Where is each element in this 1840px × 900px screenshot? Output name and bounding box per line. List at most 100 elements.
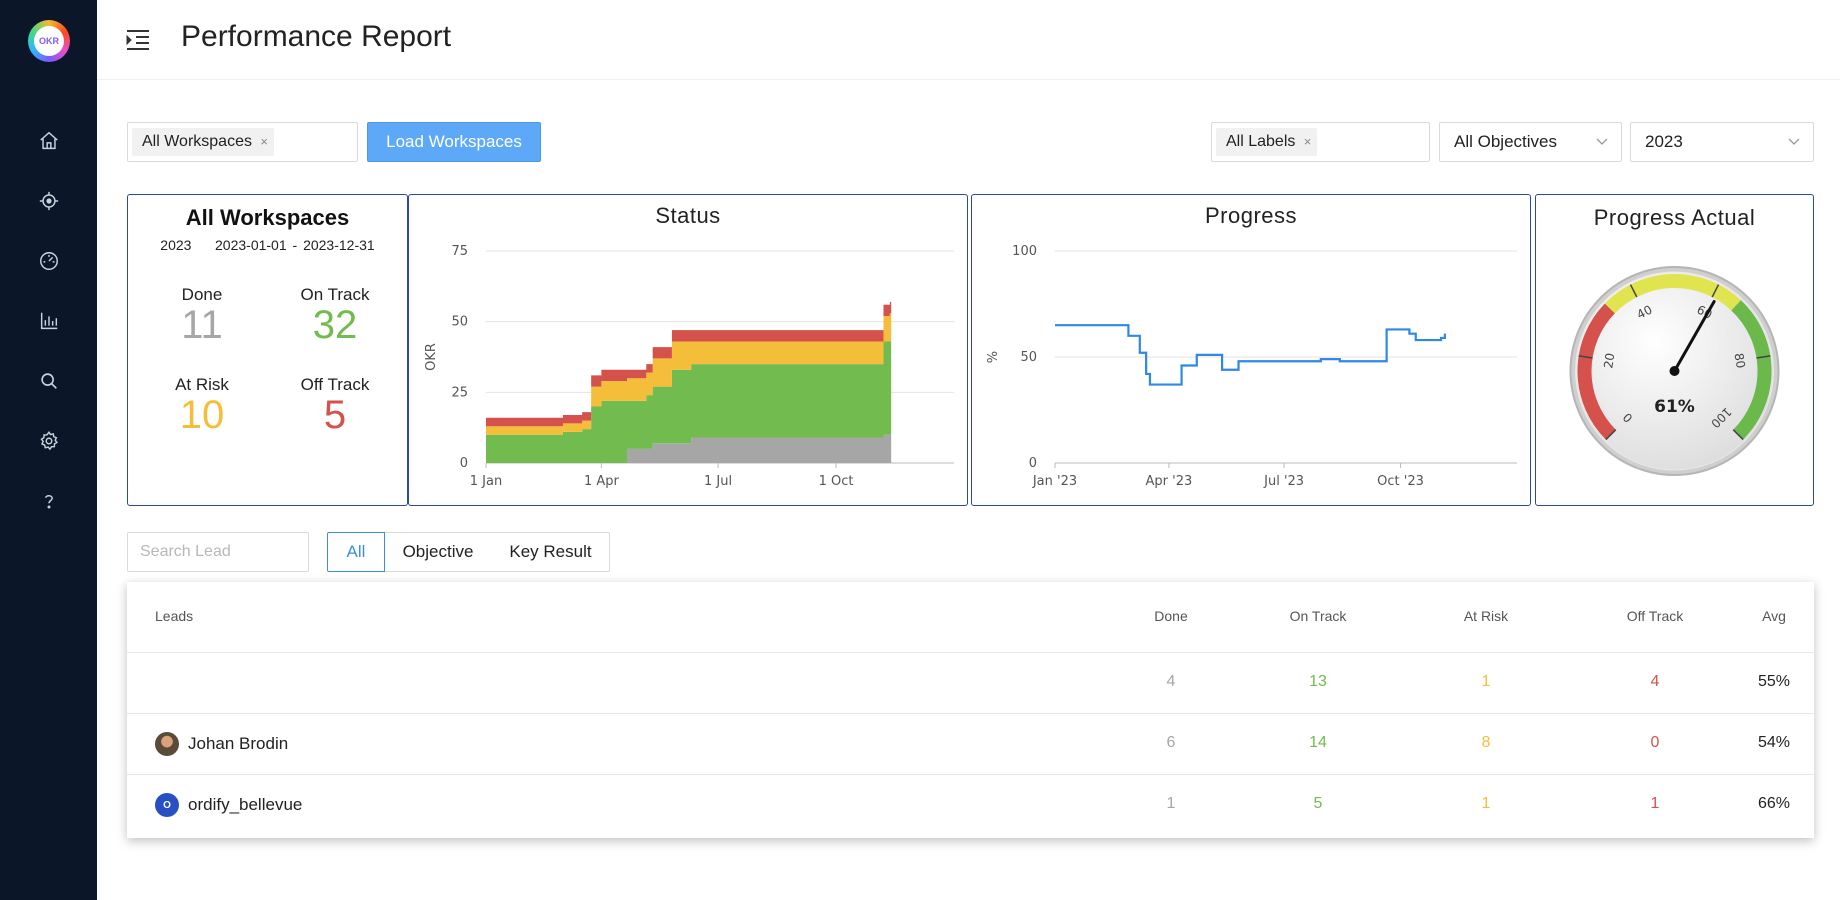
gauge-band-2 xyxy=(1731,300,1772,440)
gear-icon[interactable] xyxy=(33,425,65,457)
app-logo[interactable]: OKR xyxy=(28,20,70,62)
column-header-on-track: On Track xyxy=(1289,608,1347,624)
off-track-label: Off Track xyxy=(300,375,370,394)
help-icon[interactable] xyxy=(33,485,65,517)
progress-chart: 0 50 100 Jan '23 Apr '23 Jul '23 Oct '23% xyxy=(986,244,1517,489)
off-track-value: 5 xyxy=(323,393,347,437)
done-cell: 6 xyxy=(1166,734,1176,751)
off-track-cell: 0 xyxy=(1650,734,1660,751)
progress-line xyxy=(1055,324,1446,386)
x-tick-label: Apr '23 xyxy=(1146,474,1193,489)
gauge-tick-label: 80 xyxy=(1732,352,1748,369)
column-header-at-risk: At Risk xyxy=(1463,608,1509,624)
search-lead-input[interactable] xyxy=(127,532,309,572)
tab-key-result[interactable]: Key Result xyxy=(492,532,610,572)
load-workspaces-button[interactable]: Load Workspaces xyxy=(367,122,541,162)
done-cell: 1 xyxy=(1166,795,1176,812)
tab-all[interactable]: All xyxy=(327,532,385,572)
home-icon[interactable] xyxy=(33,125,65,157)
gauge-needle xyxy=(1673,300,1716,373)
summary-year: 2023 xyxy=(160,237,192,253)
series-area-on-track xyxy=(486,341,892,463)
on-track-label: On Track xyxy=(300,285,370,304)
summary-range: 2023-01-01 - 2023-12-31 xyxy=(215,237,375,253)
x-tick-label: 1 Jul xyxy=(704,474,732,489)
done-value: 11 xyxy=(181,303,223,347)
y-tick-label: 25 xyxy=(451,385,468,400)
gauge-tick xyxy=(1629,284,1638,298)
chevron-down-icon xyxy=(1788,138,1800,145)
lead-cell: Johan Brodin xyxy=(155,732,288,756)
at-risk-cell: 8 xyxy=(1481,734,1491,751)
table-row[interactable]: 4 13 1 4 55% xyxy=(127,652,1814,713)
series-area-at-risk xyxy=(486,313,892,435)
status-chart-title: Status xyxy=(655,203,721,228)
x-tick-label: Oct '23 xyxy=(1377,474,1424,489)
gauge-tick xyxy=(1711,284,1720,298)
gauge-tick xyxy=(1605,429,1617,441)
search-icon[interactable] xyxy=(33,365,65,397)
gauge-band-0 xyxy=(1577,303,1616,440)
x-tick-label: 1 Jan xyxy=(470,474,502,489)
label-tag: All Labels × xyxy=(1216,128,1318,156)
objectives-select-value: All Objectives xyxy=(1454,132,1557,151)
gauge-tick xyxy=(1756,355,1771,359)
series-area-off-track xyxy=(486,301,892,427)
page-title: Performance Report xyxy=(181,20,452,53)
x-tick-label: 1 Apr xyxy=(584,474,620,489)
progress-actual-card: Progress Actual 0 20 40 60 80 100 61% xyxy=(1535,194,1814,506)
y-tick-label: 50 xyxy=(451,315,468,330)
avatar xyxy=(155,732,179,756)
lead-name: ordify_bellevue xyxy=(188,795,303,814)
y-tick-label: 50 xyxy=(1020,350,1037,365)
bar-chart-icon[interactable] xyxy=(33,305,65,337)
sidebar: OKR xyxy=(0,0,97,900)
on-track-cell: 5 xyxy=(1313,795,1323,812)
status-chart-card: Status 0 25 50 75 1 Jan 1 Apr 1 Jul 1 Oct OKR xyxy=(408,194,968,506)
table-row[interactable]: O ordify_bellevue 1 5 1 1 66% xyxy=(127,774,1814,835)
on-track-value: 32 xyxy=(312,303,358,347)
year-select[interactable]: 2023 xyxy=(1630,122,1814,162)
y-tick-label: 75 xyxy=(451,244,468,259)
dashboard-icon[interactable] xyxy=(33,245,65,277)
gauge-tick-label: 40 xyxy=(1635,302,1655,321)
table-row[interactable]: Johan Brodin 6 14 8 0 54% xyxy=(127,713,1814,774)
tab-objective[interactable]: Objective xyxy=(384,532,493,572)
label-tag-close-icon[interactable]: × xyxy=(1303,134,1312,149)
labels-select[interactable]: All Labels × xyxy=(1211,122,1430,162)
at-risk-value: 10 xyxy=(179,393,225,437)
objectives-select[interactable]: All Objectives xyxy=(1439,122,1622,162)
gauge-value-label: 61% xyxy=(1654,397,1695,417)
series-area-done xyxy=(486,434,892,463)
avg-cell: 55% xyxy=(1757,673,1791,690)
summary-date-range: 2023 2023-01-01 - 2023-12-31 xyxy=(128,237,407,253)
target-icon[interactable] xyxy=(33,185,65,217)
workspace-tag-label: All Workspaces xyxy=(142,133,252,150)
avg-cell: 66% xyxy=(1757,795,1791,812)
workspaces-select[interactable]: All Workspaces × xyxy=(127,122,358,162)
gauge-tick-label: 20 xyxy=(1601,352,1617,369)
y-axis-label: OKR xyxy=(424,343,439,371)
done-cell: 4 xyxy=(1166,673,1176,690)
on-track-cell: 14 xyxy=(1309,734,1327,751)
gauge-hub xyxy=(1669,366,1680,376)
lead-name: Johan Brodin xyxy=(188,734,289,753)
gauge-title: Progress Actual xyxy=(1593,205,1756,230)
column-header-leads: Leads xyxy=(155,608,194,624)
lead-cell: O ordify_bellevue xyxy=(155,793,302,817)
avg-cell: 54% xyxy=(1757,734,1791,751)
y-axis-label: % xyxy=(986,351,1001,363)
off-track-cell: 4 xyxy=(1650,673,1660,690)
column-header-off-track: Off Track xyxy=(1626,608,1684,624)
on-track-cell: 13 xyxy=(1309,673,1327,690)
gauge-tick xyxy=(1732,429,1744,441)
x-tick-label: Jan '23 xyxy=(1032,474,1077,489)
workspace-tag-close-icon[interactable]: × xyxy=(260,134,268,149)
menu-indent-icon[interactable] xyxy=(125,27,151,53)
leads-table: Leads Done On Track At Risk Off Track Av… xyxy=(127,582,1814,838)
done-label: Done xyxy=(181,285,223,304)
page-header: Performance Report xyxy=(97,0,1840,80)
x-tick-label: Jul '23 xyxy=(1263,474,1304,489)
progress-chart-card: Progress 0 50 100 Jan '23 Apr '23 Jul '23 Oct … xyxy=(971,194,1531,506)
